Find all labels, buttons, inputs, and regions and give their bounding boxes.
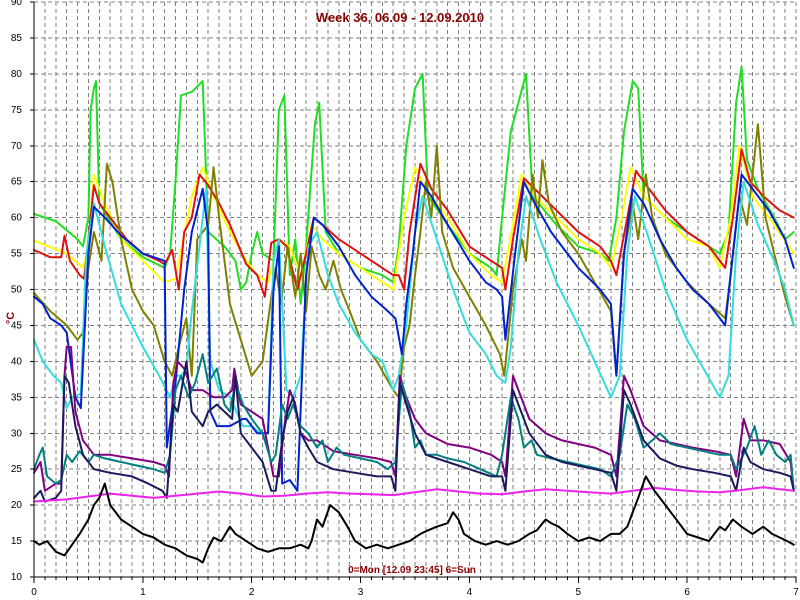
y-tick-label: 40	[11, 356, 23, 367]
y-tick-label: 80	[11, 69, 23, 80]
chart-caption: 0=Mon [12.09 23:45] 6=Sun	[348, 565, 476, 576]
series-line-8	[33, 353, 795, 492]
y-tick-label: 65	[11, 177, 23, 188]
y-tick-label: 85	[11, 33, 23, 44]
series-layer	[33, 65, 795, 564]
series-line-5	[33, 180, 795, 435]
series-line-9	[33, 360, 795, 503]
y-tick-label: 90	[11, 0, 23, 8]
x-tick-label: 3	[358, 587, 364, 598]
x-tick-label: 6	[684, 587, 690, 598]
x-tick-label: 7	[793, 587, 799, 598]
y-tick-label: 10	[11, 572, 23, 583]
x-tick-label: 5	[576, 587, 582, 598]
series-line-1	[33, 65, 795, 305]
series-line-11	[33, 475, 795, 564]
series-line-2	[33, 144, 795, 291]
y-tick-label: 50	[11, 285, 23, 296]
y-tick-label: 15	[11, 536, 23, 547]
grid	[34, 1, 797, 578]
y-tick-label: 25	[11, 464, 23, 475]
y-axis-label: °C	[5, 312, 17, 324]
series-line-7	[33, 346, 795, 492]
y-tick-label: 60	[11, 213, 23, 224]
y-tick-label: 75	[11, 105, 23, 116]
y-tick-label: 55	[11, 249, 23, 260]
x-tick-label: 1	[140, 587, 146, 598]
chart-title: Week 36, 06.09 - 12.09.2010	[316, 10, 484, 25]
x-tick-label: 2	[249, 587, 255, 598]
y-tick-label: 70	[11, 141, 23, 152]
x-tick-label: 4	[467, 587, 473, 598]
series-line-6	[33, 173, 795, 492]
y-tick-label: 30	[11, 428, 23, 439]
series-line-10	[33, 486, 795, 503]
y-tick-label: 35	[11, 392, 23, 403]
x-tick-label: 0	[31, 587, 37, 598]
y-tick-label: 45	[11, 320, 23, 331]
y-tick-label: 20	[11, 500, 23, 511]
